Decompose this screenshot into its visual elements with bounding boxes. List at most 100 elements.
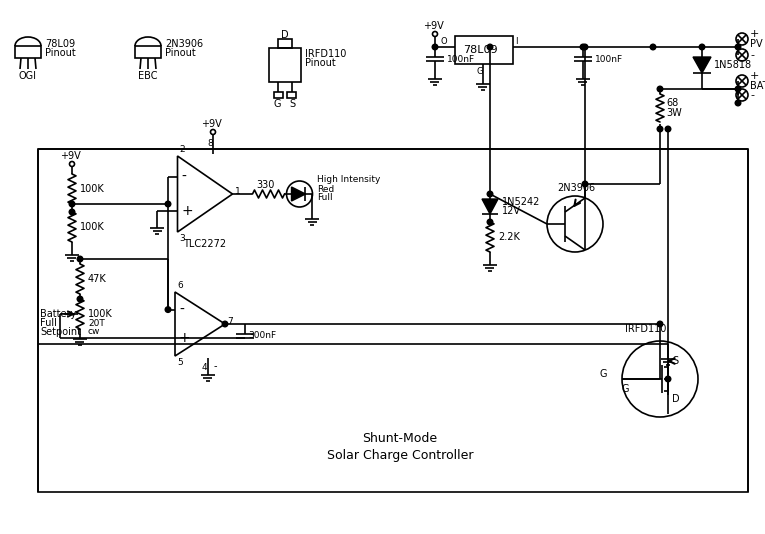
Text: -: - xyxy=(750,90,754,100)
Bar xyxy=(274,92,283,98)
Text: Pinout: Pinout xyxy=(45,48,76,58)
Circle shape xyxy=(735,86,741,92)
Text: 68: 68 xyxy=(666,98,679,108)
Text: +: + xyxy=(179,332,190,345)
Text: 330: 330 xyxy=(256,180,275,190)
Text: G: G xyxy=(622,384,630,394)
Text: +: + xyxy=(181,204,193,218)
Bar xyxy=(455,36,513,64)
Text: 1: 1 xyxy=(235,187,240,197)
Text: +9V: +9V xyxy=(60,151,81,161)
Circle shape xyxy=(650,44,656,50)
Text: O: O xyxy=(441,37,448,46)
Text: -: - xyxy=(181,170,187,184)
Text: PV: PV xyxy=(750,39,763,49)
Circle shape xyxy=(666,126,671,132)
Text: 4: 4 xyxy=(202,364,207,373)
Text: 78L09: 78L09 xyxy=(463,45,497,55)
Text: EBC: EBC xyxy=(138,71,158,81)
Text: I: I xyxy=(515,37,517,46)
Circle shape xyxy=(487,44,493,50)
Bar xyxy=(269,48,301,82)
Circle shape xyxy=(77,256,83,262)
Text: G: G xyxy=(477,67,483,76)
Text: 100nF: 100nF xyxy=(447,54,475,64)
Polygon shape xyxy=(693,57,711,73)
Text: G: G xyxy=(600,369,607,379)
Circle shape xyxy=(582,44,588,50)
Circle shape xyxy=(582,181,588,187)
Bar xyxy=(38,149,748,492)
Text: TLC2272: TLC2272 xyxy=(183,239,226,249)
Text: 3W: 3W xyxy=(666,108,682,118)
Text: S: S xyxy=(672,356,678,366)
Text: D: D xyxy=(672,394,679,404)
Text: -: - xyxy=(214,361,217,371)
Text: 100K: 100K xyxy=(88,309,112,319)
Bar xyxy=(135,46,161,58)
Circle shape xyxy=(432,44,438,50)
Text: Pinout: Pinout xyxy=(305,58,336,68)
Circle shape xyxy=(165,307,171,312)
Bar xyxy=(278,39,292,48)
Text: -: - xyxy=(179,303,184,317)
Circle shape xyxy=(487,219,493,225)
Text: -: - xyxy=(750,50,754,60)
Text: 3: 3 xyxy=(180,234,185,243)
Text: 8: 8 xyxy=(207,139,213,148)
Text: +: + xyxy=(750,71,760,81)
Text: Battery: Battery xyxy=(40,309,76,319)
Text: 1N5818: 1N5818 xyxy=(714,60,752,70)
Text: Pinout: Pinout xyxy=(165,48,196,58)
Circle shape xyxy=(657,321,662,327)
Text: 2.2K: 2.2K xyxy=(498,232,520,242)
Text: OGI: OGI xyxy=(19,71,37,81)
Text: 100nF: 100nF xyxy=(595,54,623,64)
Text: Shunt-Mode: Shunt-Mode xyxy=(363,433,438,445)
Circle shape xyxy=(699,44,705,50)
Circle shape xyxy=(77,296,83,302)
Circle shape xyxy=(735,44,741,50)
Circle shape xyxy=(657,86,662,92)
Text: Full: Full xyxy=(317,193,333,202)
Text: 2N3906: 2N3906 xyxy=(557,183,595,193)
Text: +9V: +9V xyxy=(423,21,444,31)
Text: 2N3906: 2N3906 xyxy=(165,39,203,49)
Bar xyxy=(15,46,41,58)
Polygon shape xyxy=(291,187,305,201)
Text: 100K: 100K xyxy=(80,184,105,194)
Text: +9V: +9V xyxy=(201,119,222,129)
Text: Red: Red xyxy=(317,185,335,193)
Text: IRFD110: IRFD110 xyxy=(625,324,666,334)
Text: Full: Full xyxy=(40,318,57,328)
Text: 5: 5 xyxy=(177,358,183,367)
Text: 300nF: 300nF xyxy=(248,332,276,341)
Bar xyxy=(287,92,296,98)
Text: S: S xyxy=(289,99,295,109)
Text: IRFD110: IRFD110 xyxy=(305,49,347,59)
Circle shape xyxy=(69,209,75,215)
Text: 47K: 47K xyxy=(88,274,107,284)
Polygon shape xyxy=(482,199,498,214)
Circle shape xyxy=(580,44,586,50)
Circle shape xyxy=(69,201,75,207)
Text: Setpoint: Setpoint xyxy=(40,327,81,337)
Circle shape xyxy=(735,100,741,106)
Circle shape xyxy=(165,201,171,207)
Circle shape xyxy=(666,376,671,382)
Circle shape xyxy=(222,321,228,327)
Text: 100K: 100K xyxy=(80,222,105,232)
Text: 2: 2 xyxy=(180,145,185,154)
Text: Solar Charge Controller: Solar Charge Controller xyxy=(327,450,474,462)
Text: 20T: 20T xyxy=(88,318,105,327)
Text: cw: cw xyxy=(88,327,100,336)
Text: 1N5242: 1N5242 xyxy=(502,197,540,207)
Text: 7: 7 xyxy=(227,318,233,326)
Circle shape xyxy=(487,191,493,197)
Text: 78L09: 78L09 xyxy=(45,39,75,49)
Circle shape xyxy=(657,126,662,132)
Text: 6: 6 xyxy=(177,281,183,290)
Text: 12V: 12V xyxy=(502,206,521,216)
Text: +: + xyxy=(750,29,760,39)
Text: G: G xyxy=(274,99,282,109)
